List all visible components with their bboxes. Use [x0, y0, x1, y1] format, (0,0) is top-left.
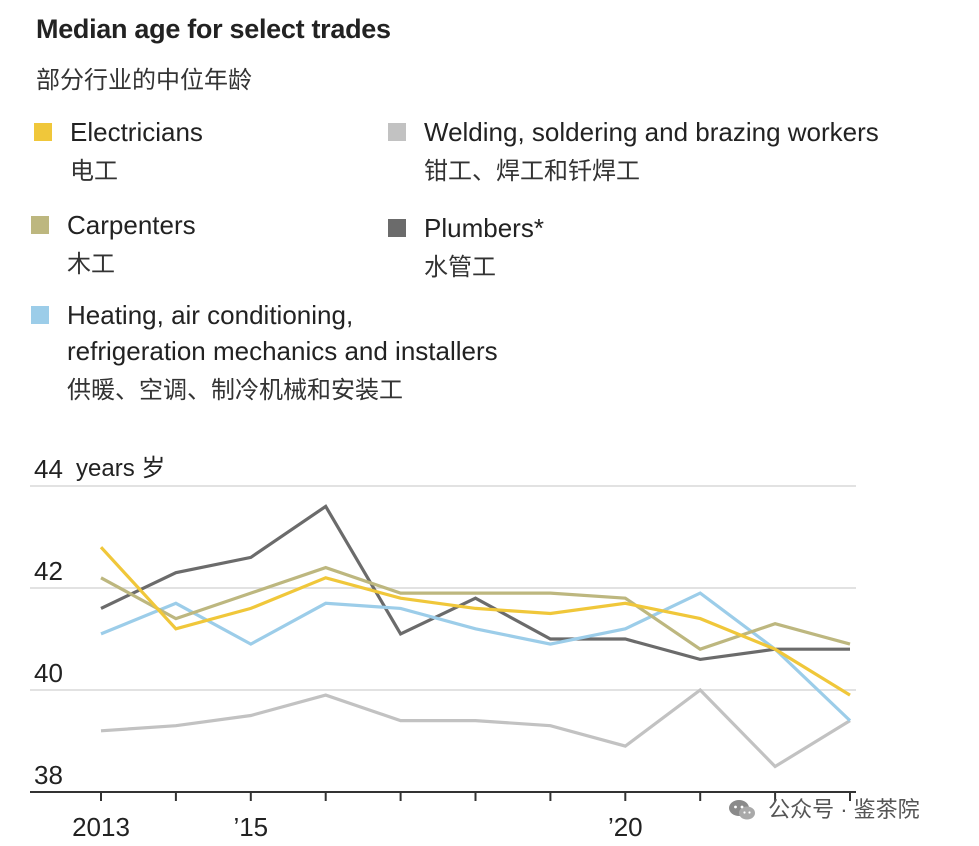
legend-label-plumbers: Plumbers* [424, 213, 544, 243]
y-tick-label: 42 [34, 556, 63, 586]
legend-sub-hvac: 供暖、空调、制冷机械和安装工 [67, 377, 403, 404]
legend-swatch-carpenters [31, 216, 49, 234]
wechat-icon [729, 800, 755, 820]
series-line-4 [99, 546, 851, 697]
legend-item-plumbers: Plumbers* 水管工 [388, 210, 544, 286]
x-tick-label: 2013 [72, 812, 130, 842]
y-tick-label: 44 [34, 454, 63, 484]
y-tick-label: 38 [34, 760, 63, 790]
legend-sub-welding: 钳工、焊工和钎焊工 [424, 158, 640, 185]
chart-grid [30, 485, 856, 793]
x-tick-label: ’20 [608, 812, 643, 842]
y-axis-unit: years 岁 [76, 455, 165, 482]
series-line-2 [100, 591, 852, 722]
legend-item-electricians: Electricians 电工 [34, 114, 203, 190]
legend-swatch-welding [388, 123, 406, 141]
chart-title: Median age for select trades [36, 14, 391, 44]
legend-sub-carpenters: 木工 [67, 251, 115, 278]
x-axis: 2013 ’15 ’20 [72, 792, 851, 842]
legend-label-hvac-line2: refrigeration mechanics and installers [67, 336, 498, 366]
legend-label-electricians: Electricians [70, 117, 203, 147]
watermark: 公众号 · 鉴茶院 [728, 792, 920, 824]
y-tick-label: 40 [34, 658, 63, 688]
legend-swatch-hvac [31, 306, 49, 324]
series-line-1 [100, 504, 850, 662]
chart-subtitle: 部分行业的中位年龄 [36, 67, 252, 94]
legend-label-carpenters: Carpenters [67, 210, 196, 240]
watermark-text: 公众号 · 鉴茶院 [768, 797, 920, 822]
legend-label-welding: Welding, soldering and brazing workers [424, 117, 879, 147]
legend-sub-plumbers: 水管工 [424, 254, 496, 281]
legend-item-carpenters: Carpenters 木工 [31, 207, 196, 283]
series-line-0 [100, 687, 851, 769]
legend-item-welding: Welding, soldering and brazing workers 钳… [388, 114, 879, 190]
legend-label-hvac-line1: Heating, air conditioning, [67, 300, 354, 330]
chart-lines [99, 504, 852, 769]
legend-swatch-electricians [34, 123, 52, 141]
x-tick-label: ’15 [233, 812, 268, 842]
series-line-3 [100, 565, 851, 651]
legend-item-hvac: Heating, air conditioning, refrigeration… [31, 297, 498, 409]
y-axis: 44 years 岁 42 40 38 [34, 454, 165, 790]
legend-swatch-plumbers [388, 219, 406, 237]
legend-sub-electricians: 电工 [70, 158, 118, 185]
